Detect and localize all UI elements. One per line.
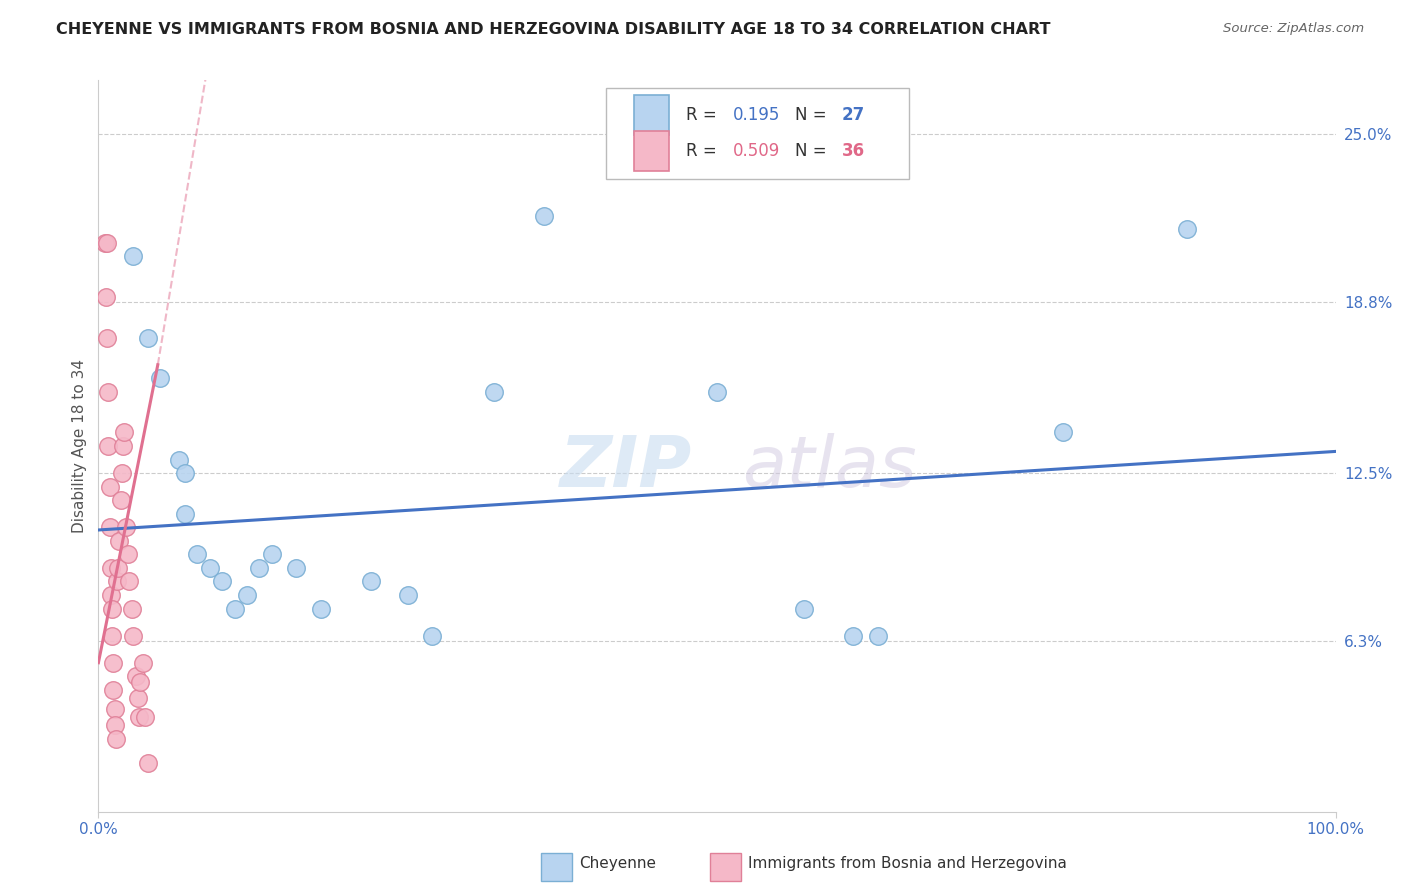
Text: 0.195: 0.195 [733, 105, 780, 124]
Point [706, 384, 728, 399]
Point [309, 601, 332, 615]
Point [866, 629, 889, 643]
Point [108, 533, 131, 548]
Point [186, 547, 208, 561]
Point [793, 601, 815, 615]
Point [107, 561, 129, 575]
Point [167, 452, 190, 467]
Point [360, 574, 382, 589]
Text: N =: N = [794, 105, 832, 124]
Point [422, 629, 444, 643]
Point [842, 629, 865, 643]
Point [132, 656, 155, 670]
Point [260, 547, 283, 561]
Point [149, 371, 172, 385]
Point [136, 331, 159, 345]
Point [211, 574, 233, 589]
FancyBboxPatch shape [634, 95, 669, 135]
Text: Immigrants from Bosnia and Herzegovina: Immigrants from Bosnia and Herzegovina [748, 856, 1067, 871]
Point [98, 520, 121, 534]
Point [247, 561, 270, 575]
Text: R =: R = [686, 105, 723, 124]
Point [127, 690, 149, 705]
Point [97, 384, 120, 399]
Point [96, 331, 118, 345]
Point [103, 718, 125, 732]
Text: 27: 27 [842, 105, 865, 124]
Point [114, 520, 136, 534]
Point [117, 547, 139, 561]
Point [128, 710, 150, 724]
Text: CHEYENNE VS IMMIGRANTS FROM BOSNIA AND HERZEGOVINA DISABILITY AGE 18 TO 34 CORRE: CHEYENNE VS IMMIGRANTS FROM BOSNIA AND H… [56, 22, 1050, 37]
Point [98, 480, 121, 494]
Y-axis label: Disability Age 18 to 34: Disability Age 18 to 34 [72, 359, 87, 533]
Point [484, 384, 506, 399]
Point [112, 439, 135, 453]
Text: Cheyenne: Cheyenne [579, 856, 657, 871]
Point [104, 731, 127, 746]
Point [124, 669, 146, 683]
Point [100, 561, 122, 575]
Point [174, 507, 197, 521]
FancyBboxPatch shape [634, 131, 669, 171]
Point [134, 710, 156, 724]
Text: 0.509: 0.509 [733, 142, 780, 161]
Point [103, 682, 125, 697]
Point [224, 601, 246, 615]
Point [94, 290, 117, 304]
Text: 36: 36 [842, 142, 865, 161]
Point [101, 629, 124, 643]
Point [103, 702, 125, 716]
Point [93, 235, 115, 250]
Point [96, 235, 118, 250]
Point [1052, 425, 1074, 440]
Point [396, 588, 419, 602]
Point [103, 656, 125, 670]
Point [174, 466, 197, 480]
Point [1175, 222, 1198, 236]
Point [112, 425, 135, 440]
Point [121, 601, 143, 615]
Text: R =: R = [686, 142, 723, 161]
Point [236, 588, 259, 602]
Point [100, 588, 122, 602]
Point [101, 601, 124, 615]
Point [198, 561, 221, 575]
Point [118, 574, 141, 589]
Text: ZIP: ZIP [560, 434, 692, 502]
Point [111, 466, 134, 480]
FancyBboxPatch shape [606, 87, 908, 179]
Text: N =: N = [794, 142, 832, 161]
Point [97, 439, 120, 453]
Point [110, 493, 132, 508]
Text: Source: ZipAtlas.com: Source: ZipAtlas.com [1223, 22, 1364, 36]
Point [122, 249, 145, 263]
Point [129, 674, 152, 689]
Point [136, 756, 159, 770]
Point [105, 574, 128, 589]
Point [122, 629, 145, 643]
Point [285, 561, 308, 575]
Point [533, 209, 555, 223]
Text: atlas: atlas [742, 434, 917, 502]
